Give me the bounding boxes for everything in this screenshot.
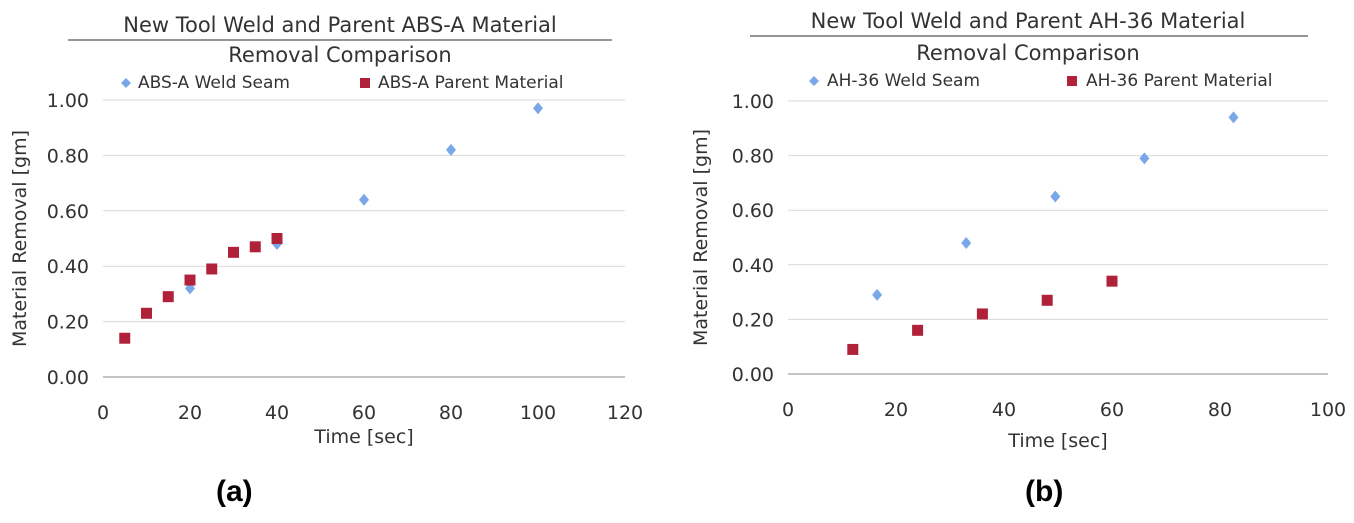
chart-b-series-1-point-5 <box>1228 111 1239 124</box>
chart-a-ytick-0: 0.00 <box>47 367 89 389</box>
chart-b-series-1-point-1 <box>872 288 883 301</box>
chart-b-ytick-1: 0.20 <box>732 309 774 331</box>
chart-b-ytick-2: 0.40 <box>732 255 774 277</box>
chart-b-ytick-4: 0.80 <box>732 146 774 168</box>
chart-b-title-line-2: Removal Comparison <box>916 41 1139 65</box>
chart-b-ytick-0: 0.00 <box>732 364 774 386</box>
chart-a-ytick-3: 0.60 <box>47 201 89 223</box>
chart-b-ytick-5: 1.00 <box>732 91 774 113</box>
chart-a-series-2-point-6 <box>228 246 239 258</box>
chart-a-series-2-point-7 <box>249 241 261 253</box>
chart-a-series-2-point-3 <box>162 291 174 303</box>
chart-a-ytick-5: 1.00 <box>47 90 89 112</box>
chart-b-series-1-point-3 <box>1050 190 1061 203</box>
chart-a-xtick-6: 120 <box>607 402 643 424</box>
chart-a-legend-marker-1 <box>121 78 131 88</box>
chart-a-ytick-1: 0.20 <box>47 312 89 334</box>
chart-b-legend-marker-1 <box>809 76 819 86</box>
chart-a-ytick-4: 0.80 <box>47 145 89 167</box>
caption-a: (a) <box>216 475 253 508</box>
chart-a-legend-label-2: ABS-A Parent Material <box>378 73 563 93</box>
chart-a-xtick-0: 0 <box>97 402 109 424</box>
chart-a-xtick-5: 100 <box>520 402 556 424</box>
chart-b-ytick-3: 0.60 <box>732 200 774 222</box>
chart-b-xtick-0: 0 <box>782 399 794 421</box>
chart-a-ytick-2: 0.40 <box>47 256 89 278</box>
chart-a-xtick-2: 40 <box>265 402 289 424</box>
chart-a-series-1-point-4 <box>446 143 456 156</box>
chart-a-svg: New Tool Weld and Parent ABS-A Material R… <box>9 13 643 448</box>
chart-a-series-2-point-4 <box>184 274 196 286</box>
chart-a-xlabel: Time [sec] <box>313 426 413 448</box>
chart-b-xtick-1: 20 <box>884 399 908 421</box>
chart-b-series-1-point-2 <box>961 236 972 249</box>
caption-b: (b) <box>1025 475 1064 508</box>
chart-b-series-2-point-4 <box>1041 294 1053 306</box>
chart-panel-b: New Tool Weld and Parent AH-36 Material R… <box>680 0 1354 519</box>
chart-b-legend-label-2: AH-36 Parent Material <box>1086 71 1272 91</box>
chart-b-xlabel: Time [sec] <box>1007 430 1107 452</box>
chart-a-series-2-point-1 <box>119 332 131 344</box>
chart-b-xtick-3: 60 <box>1100 399 1124 421</box>
chart-a-series-1-point-3 <box>359 193 369 206</box>
chart-panel-a: New Tool Weld and Parent ABS-A Material R… <box>0 0 660 519</box>
chart-a-series-2-point-8 <box>271 233 283 244</box>
chart-b-ylabel: Material Removal [gm] <box>690 129 712 346</box>
chart-b-series-2-point-3 <box>976 308 988 320</box>
chart-b-series-2-point-5 <box>1106 275 1118 287</box>
chart-b-xtick-2: 40 <box>992 399 1016 421</box>
chart-b-series-2-point-1 <box>847 343 859 355</box>
chart-b-legend-marker-2 <box>1067 76 1077 86</box>
chart-a-series-2-point-2 <box>141 307 152 319</box>
chart-b-xtick-5: 100 <box>1310 399 1346 421</box>
chart-a-legend-label-1: ABS-A Weld Seam <box>138 73 290 93</box>
chart-b-title-line-1: New Tool Weld and Parent AH-36 Material <box>811 9 1246 33</box>
chart-a-series-1-point-5 <box>533 102 543 115</box>
chart-a-xtick-1: 20 <box>178 402 202 424</box>
chart-b-series-1-point-4 <box>1139 152 1150 165</box>
chart-b-series-2-point-2 <box>912 324 924 336</box>
chart-b-svg: New Tool Weld and Parent AH-36 Material R… <box>690 9 1346 452</box>
chart-b-xtick-4: 80 <box>1208 399 1232 421</box>
chart-a-xtick-4: 80 <box>439 402 463 424</box>
chart-a-title-line-2: Removal Comparison <box>228 43 451 67</box>
chart-a-xtick-3: 60 <box>352 402 376 424</box>
chart-a-title-line-1: New Tool Weld and Parent ABS-A Material <box>123 13 557 37</box>
chart-a-ylabel: Material Removal [gm] <box>9 130 31 347</box>
chart-b-legend-label-1: AH-36 Weld Seam <box>827 71 980 91</box>
chart-a-series-2-point-5 <box>206 263 218 275</box>
chart-a-legend-marker-2 <box>360 78 370 88</box>
